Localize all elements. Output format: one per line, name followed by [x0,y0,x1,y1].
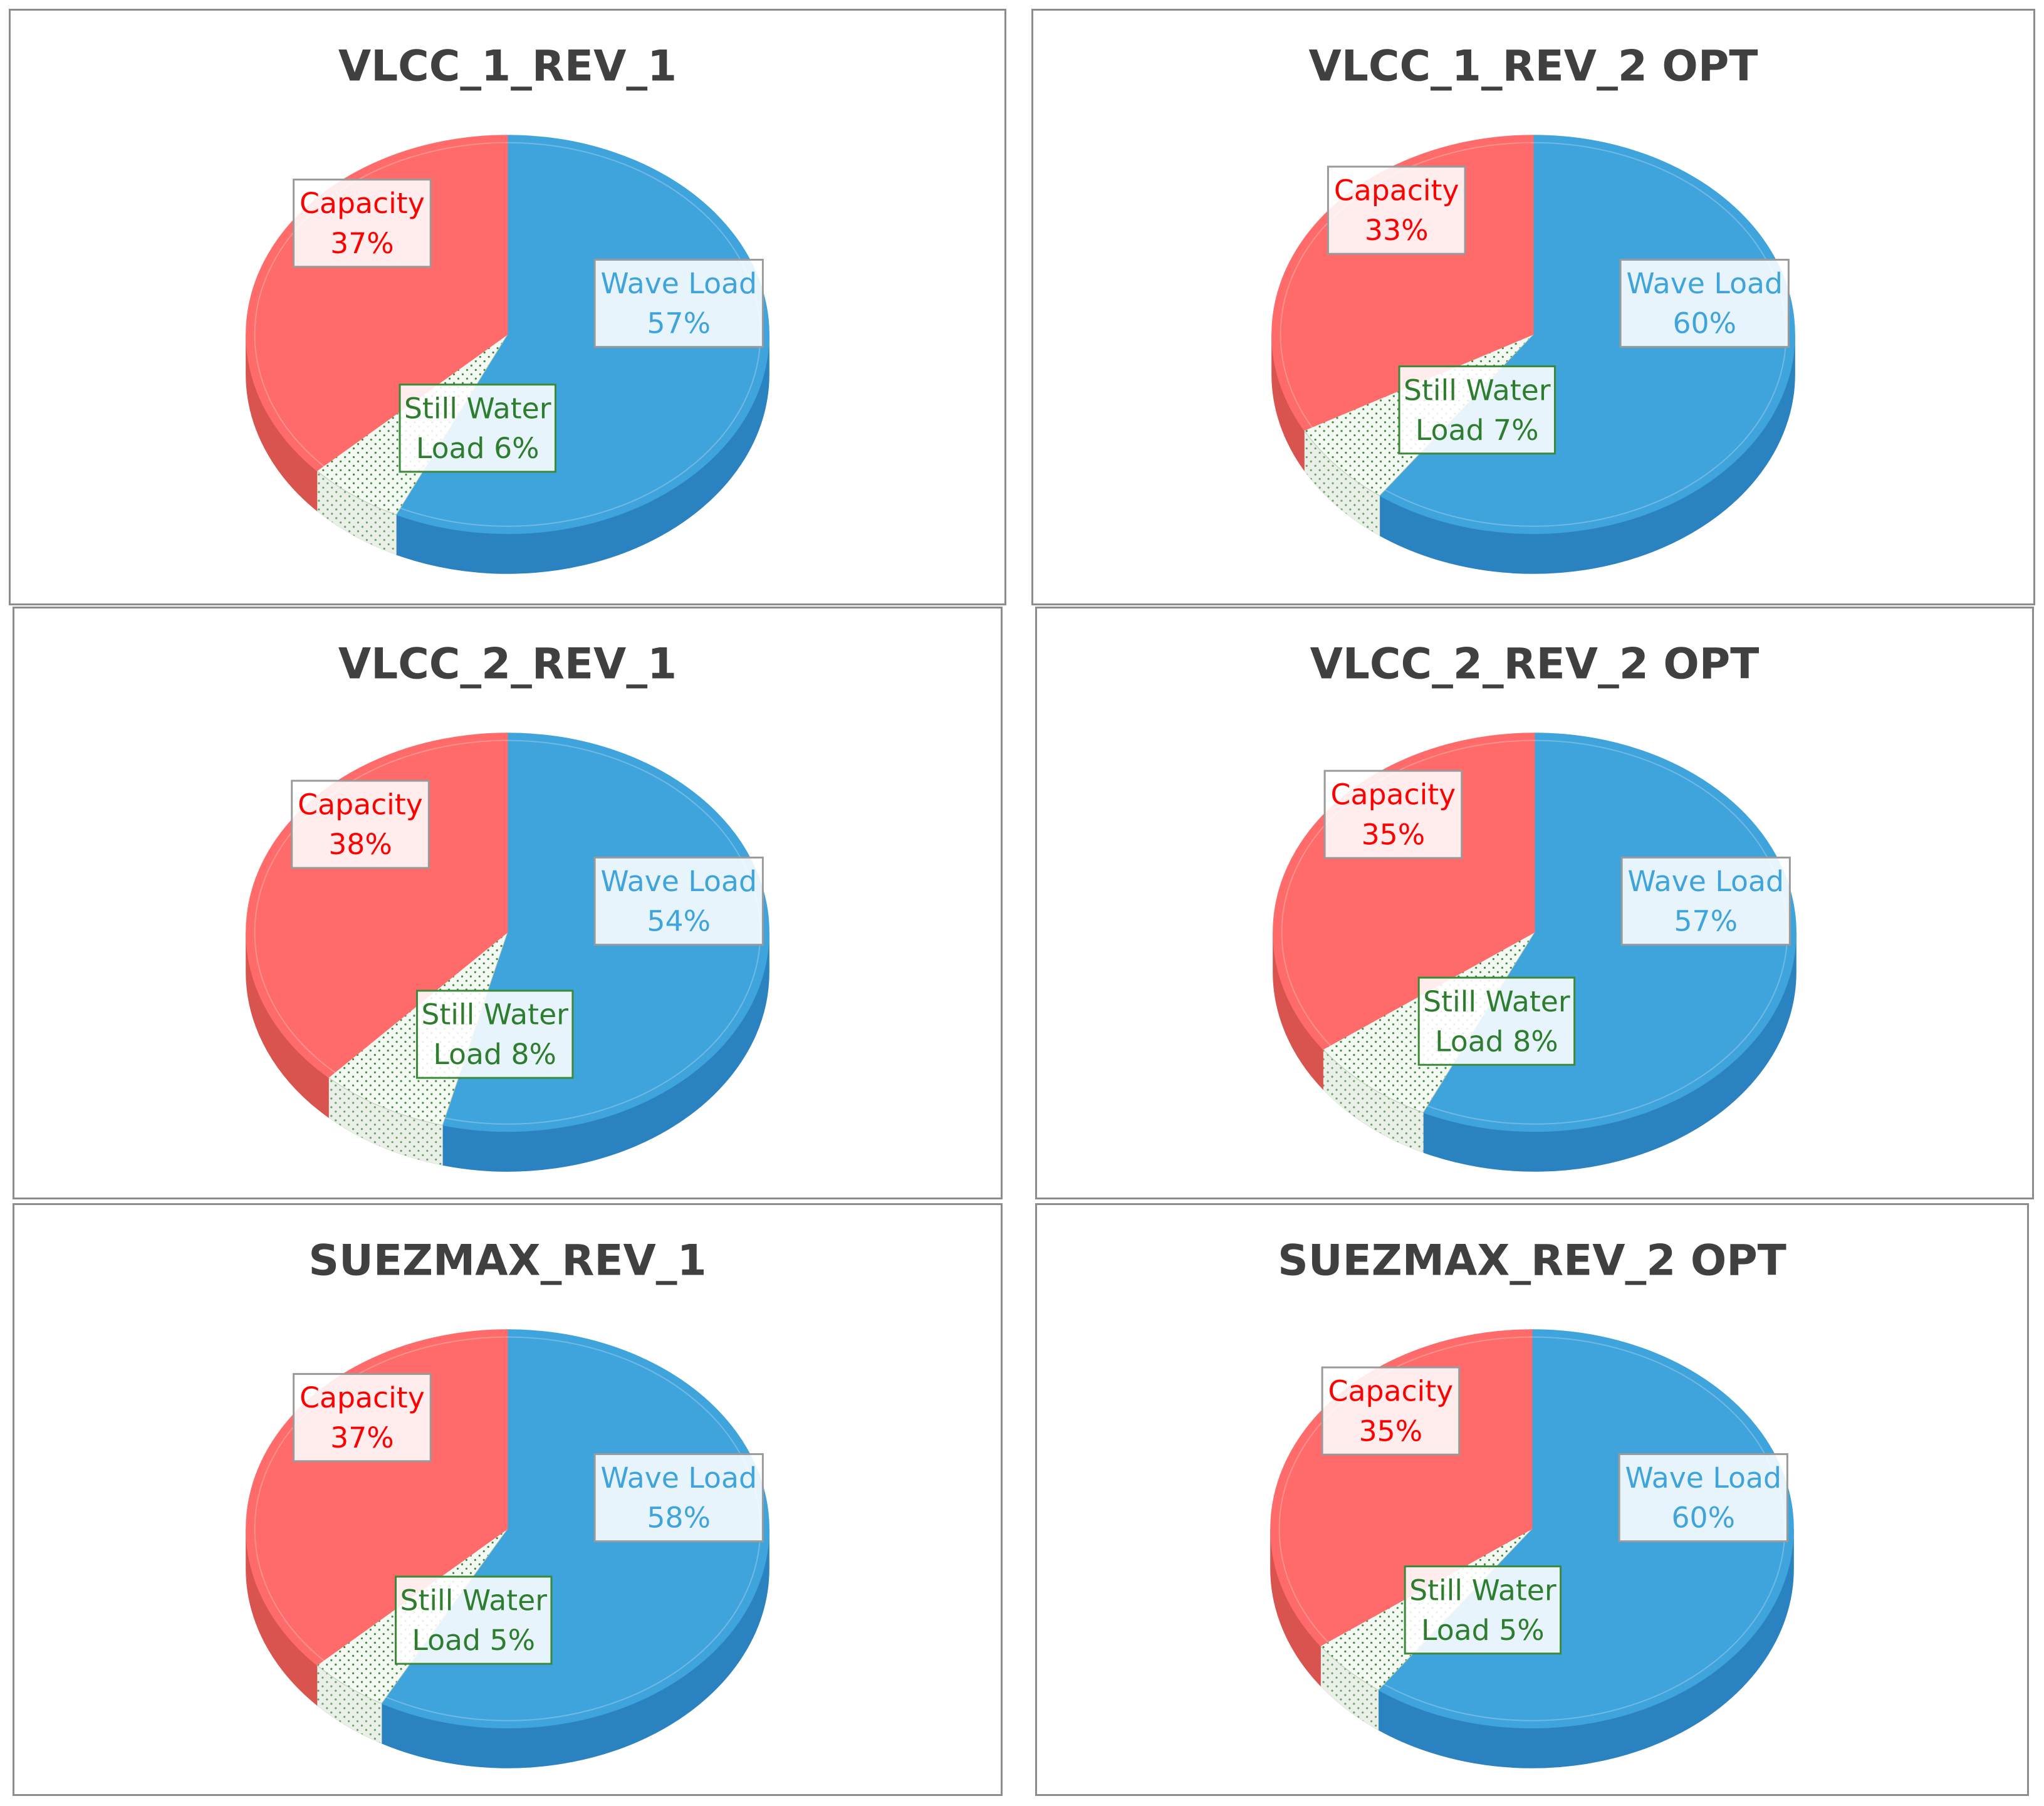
pie-chart-svg: SUEZMAX_REV_1 Capacity 37% Wave Load 58% Stil… [246,1235,769,1768]
wave-load-label-text: Wave Load [600,267,757,300]
wave-load-label-text: Wave Load [600,1461,757,1495]
wave-load-label-text: 60% [1672,307,1736,340]
capacity-label-text: Capacity [298,788,423,822]
still-water-label: Still Water Load 6% [399,384,556,473]
wave-load-label: Wave Load 60% [1619,258,1790,348]
still-water-label-text: Still Water [400,1584,547,1617]
pie-chart-svg: SUEZMAX_REV_2 OPT Capacity 35% Wave Load 60%… [1270,1235,1794,1768]
pie-chart-panel: VLCC_2_REV_1 Capacity 38% Wave Load 54% Still… [13,607,1003,1199]
capacity-label: Capacity 35% [1323,770,1463,859]
wave-load-label-box [1619,258,1790,348]
still-water-label-text: Still Water [1423,985,1570,1018]
wave-load-label-text: 60% [1671,1501,1735,1535]
capacity-label-box [1327,165,1466,255]
pie-chart-panel: SUEZMAX_REV_2 OPT Capacity 35% Wave Load 60%… [1035,1203,2029,1796]
still-water-label-text: Load 8% [433,1038,556,1071]
still-water-side-texture [316,471,397,555]
capacity-label-text: Capacity [300,1381,425,1414]
still-water-label-text: Load 8% [1435,1025,1558,1058]
wave-load-label-text: Wave Load [1626,267,1783,300]
wave-load-label: Wave Load 60% [1618,1453,1788,1543]
still-water-label-text: Still Water [1409,1574,1556,1607]
pie-chart-panel: VLCC_2_REV_2 OPT Capacity 35% Wave Load 57% S… [1035,607,2034,1199]
wave-load-label: Wave Load 54% [593,856,764,946]
wave-load-label-text: Wave Load [1627,865,1784,898]
still-water-side-texture [328,1077,443,1166]
capacity-label-text: Capacity [1331,778,1456,812]
still-water-label-text: Still Water [404,392,551,425]
still-water-side-texture [1320,1646,1379,1730]
pie-chart-svg: VLCC_2_REV_2 OPT Capacity 35% Wave Load 57% S… [1273,639,1796,1172]
capacity-label: Capacity 35% [1321,1366,1461,1456]
chart-title: VLCC_2_REV_2 OPT [1310,639,1760,688]
still-water-label-box [415,989,574,1079]
wave-load-label: Wave Load 57% [593,258,764,348]
still-water-label-text: Load 5% [1421,1614,1545,1647]
wave-load-label: Wave Load 57% [1620,856,1791,946]
pie-chart-panel: VLCC_1_REV_1 Capacity 37% Wave Load 57% Still… [9,9,1006,605]
capacity-label-text: 37% [330,1421,394,1454]
wave-load-label-box [1618,1453,1788,1543]
capacity-label-text: 35% [1359,1414,1423,1448]
still-water-label: Still Water Load 8% [415,989,574,1079]
still-water-label-text: Load 7% [1416,414,1539,447]
capacity-label-box [293,179,432,268]
still-water-label-text: Load 5% [412,1624,535,1657]
capacity-label-text: 33% [1365,214,1429,247]
wave-load-label-box [593,856,764,946]
wave-load-label-text: Wave Load [1625,1461,1781,1495]
still-water-label-box [1417,976,1576,1066]
capacity-label-box [1321,1366,1461,1456]
chart-title: SUEZMAX_REV_2 OPT [1278,1235,1786,1285]
still-water-label-box [1398,365,1556,455]
still-water-label-text: Still Water [1404,373,1551,407]
still-water-label-box [399,384,556,473]
still-water-label: Still Water Load 5% [395,1575,553,1665]
still-water-label-text: Still Water [421,998,568,1031]
wave-load-label-box [593,1453,764,1543]
wave-load-label-box [593,258,764,348]
wave-load-label-text: Wave Load [600,865,757,898]
pie-chart-svg: VLCC_1_REV_2 OPT Capacity 33% Wave Load 60% S… [1271,41,1795,574]
still-water-side-texture [1304,430,1380,536]
wave-load-label-text: 57% [647,307,711,340]
capacity-label-text: Capacity [1334,174,1459,207]
capacity-label-box [291,780,430,869]
wave-load-label-text: 54% [647,905,711,938]
pie-chart-panel: SUEZMAX_REV_1 Capacity 37% Wave Load 58% Stil… [13,1203,1003,1796]
capacity-label-text: 38% [328,828,392,861]
still-water-label: Still Water Load 8% [1417,976,1576,1066]
capacity-label: Capacity 37% [293,179,432,268]
still-water-label-box [395,1575,553,1665]
wave-load-label-text: 57% [1674,905,1738,938]
wave-load-label-text: 58% [647,1501,711,1535]
wave-load-label-box [1620,856,1791,946]
pie-chart-panel: VLCC_1_REV_2 OPT Capacity 33% Wave Load 60% S… [1031,9,2035,605]
capacity-label-text: Capacity [300,187,425,220]
chart-title: VLCC_1_REV_2 OPT [1309,41,1758,90]
capacity-label-text: Capacity [1328,1375,1454,1408]
capacity-label-text: 35% [1362,818,1426,851]
pie-chart-svg: VLCC_2_REV_1 Capacity 38% Wave Load 54% Still… [246,639,769,1172]
wave-load-label: Wave Load 58% [593,1453,764,1543]
still-water-label: Still Water Load 7% [1398,365,1556,455]
still-water-side-texture [316,1665,382,1743]
chart-title: VLCC_1_REV_1 [338,41,677,90]
still-water-side-texture [1323,1049,1424,1153]
chart-title: SUEZMAX_REV_1 [308,1235,706,1285]
capacity-label: Capacity 33% [1327,165,1466,255]
chart-title: VLCC_2_REV_1 [338,639,677,688]
capacity-label: Capacity 38% [291,780,430,869]
still-water-label-text: Load 6% [416,432,540,465]
pie-chart-svg: VLCC_1_REV_1 Capacity 37% Wave Load 57% Still… [246,41,769,574]
capacity-label-box [1323,770,1463,859]
capacity-label-box [293,1373,432,1463]
still-water-label: Still Water Load 5% [1404,1565,1562,1655]
capacity-label: Capacity 37% [293,1373,432,1463]
still-water-label-box [1404,1565,1562,1655]
capacity-label-text: 37% [330,227,394,260]
